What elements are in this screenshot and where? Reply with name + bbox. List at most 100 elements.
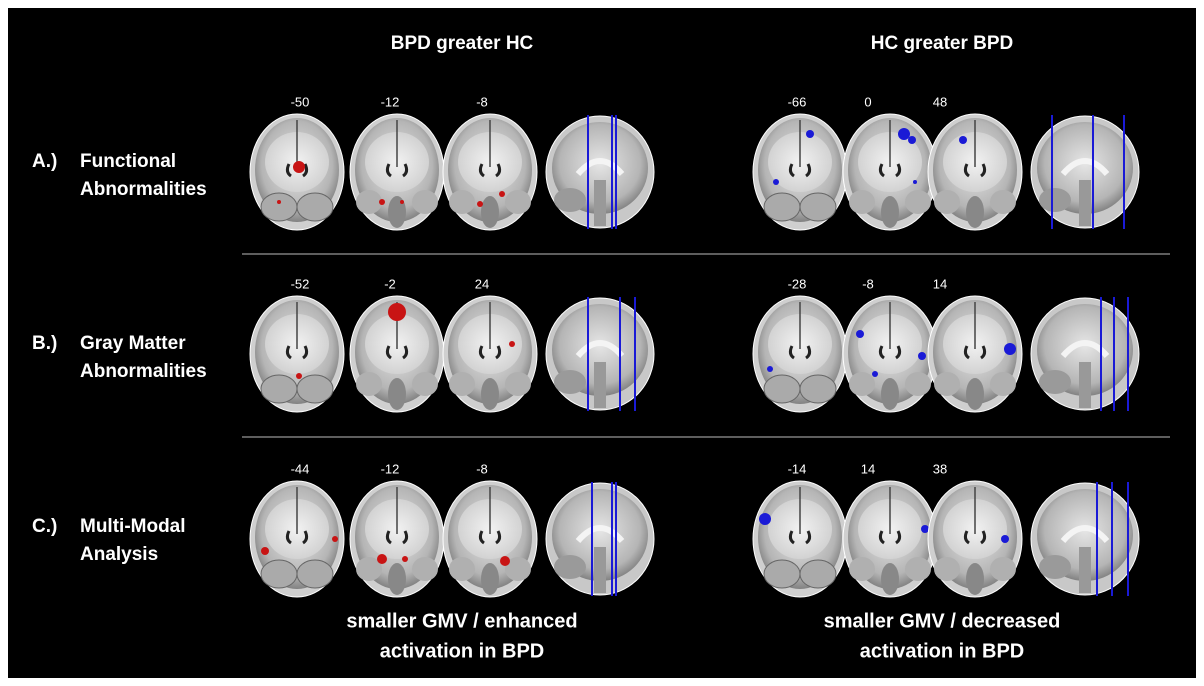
temporal-lobe [449, 372, 475, 396]
activation-cluster [332, 536, 338, 542]
temporal-lobe [505, 190, 531, 214]
cerebellum [764, 560, 800, 588]
activation-cluster [277, 200, 281, 204]
cerebellum [554, 555, 586, 579]
activation-cluster [959, 136, 967, 144]
coronal-slice [350, 296, 444, 412]
cerebellum [764, 375, 800, 403]
cerebellum [1039, 555, 1071, 579]
activation-cluster [921, 525, 929, 533]
brainstem [1079, 362, 1091, 408]
brainstem [966, 563, 984, 595]
activation-cluster [402, 556, 408, 562]
coronal-slice [753, 481, 847, 597]
brainstem [481, 378, 499, 410]
brainstem [594, 547, 606, 593]
brainstem [881, 378, 899, 410]
slice-coordinate: -8 [862, 276, 874, 291]
figure: BPD greater HCHC greater BPDA.)Functiona… [0, 0, 1204, 686]
activation-cluster [913, 180, 917, 184]
activation-cluster [499, 191, 505, 197]
sagittal-slice [546, 482, 654, 596]
temporal-lobe [849, 190, 875, 214]
activation-cluster [1001, 535, 1009, 543]
row-label: Abnormalities [80, 361, 207, 382]
slice-coordinate: -12 [381, 94, 400, 109]
slice-coordinate: -28 [788, 276, 807, 291]
cerebellum [800, 193, 836, 221]
activation-cluster [293, 161, 305, 173]
temporal-lobe [905, 372, 931, 396]
brainstem [966, 196, 984, 228]
coronal-slice [753, 296, 847, 412]
coronal-slice [928, 114, 1022, 230]
row-label: Analysis [80, 544, 158, 565]
row-label: Abnormalities [80, 179, 207, 200]
coronal-slice [753, 114, 847, 230]
temporal-lobe [356, 190, 382, 214]
temporal-lobe [412, 557, 438, 581]
activation-cluster [1004, 343, 1016, 355]
activation-cluster [856, 330, 864, 338]
activation-cluster [908, 136, 916, 144]
slice-coordinate: -50 [291, 94, 310, 109]
sagittal-slice [546, 297, 654, 411]
slice-coordinate: -66 [788, 94, 807, 109]
column-title: HC greater BPD [871, 33, 1014, 54]
temporal-lobe [412, 190, 438, 214]
brainstem [881, 563, 899, 595]
cerebellum [297, 375, 333, 403]
row-label: Gray Matter [80, 333, 186, 354]
slice-coordinate: 14 [933, 276, 947, 291]
brainstem [881, 196, 899, 228]
coronal-slice [443, 481, 537, 597]
activation-cluster [477, 201, 483, 207]
brainstem [594, 362, 606, 408]
activation-cluster [377, 554, 387, 564]
temporal-lobe [412, 372, 438, 396]
coronal-slice [443, 296, 537, 412]
activation-cluster [918, 352, 926, 360]
footer-caption: activation in BPD [860, 640, 1024, 662]
coronal-slice [350, 114, 444, 230]
temporal-lobe [990, 372, 1016, 396]
brainstem [966, 378, 984, 410]
activation-cluster [773, 179, 779, 185]
temporal-lobe [905, 190, 931, 214]
row-prefix: C.) [32, 516, 57, 537]
brainstem [388, 378, 406, 410]
activation-cluster [379, 199, 385, 205]
activation-cluster [509, 341, 515, 347]
coronal-slice [250, 481, 344, 597]
slice-coordinate: 14 [861, 461, 875, 476]
temporal-lobe [356, 372, 382, 396]
coronal-slice [843, 481, 937, 597]
cerebellum [261, 560, 297, 588]
coronal-slice [443, 114, 537, 230]
temporal-lobe [449, 557, 475, 581]
temporal-lobe [990, 190, 1016, 214]
cerebellum [554, 370, 586, 394]
coronal-slice [928, 481, 1022, 597]
brainstem [594, 180, 606, 226]
activation-cluster [261, 547, 269, 555]
coronal-slice [250, 114, 344, 230]
slice-coordinate: -8 [476, 94, 488, 109]
cerebellum [297, 193, 333, 221]
temporal-lobe [449, 190, 475, 214]
temporal-lobe [505, 372, 531, 396]
footer-caption: smaller GMV / enhanced [346, 610, 577, 632]
activation-cluster [388, 303, 406, 321]
cerebellum [297, 560, 333, 588]
coronal-slice [350, 481, 444, 597]
brainstem [481, 563, 499, 595]
slice-coordinate: -8 [476, 461, 488, 476]
slice-coordinate: -44 [291, 461, 310, 476]
row-label: Multi-Modal [80, 516, 186, 537]
brainstem [481, 196, 499, 228]
row-prefix: A.) [32, 151, 57, 172]
temporal-lobe [990, 557, 1016, 581]
activation-cluster [296, 373, 302, 379]
temporal-lobe [849, 557, 875, 581]
brainstem [388, 563, 406, 595]
